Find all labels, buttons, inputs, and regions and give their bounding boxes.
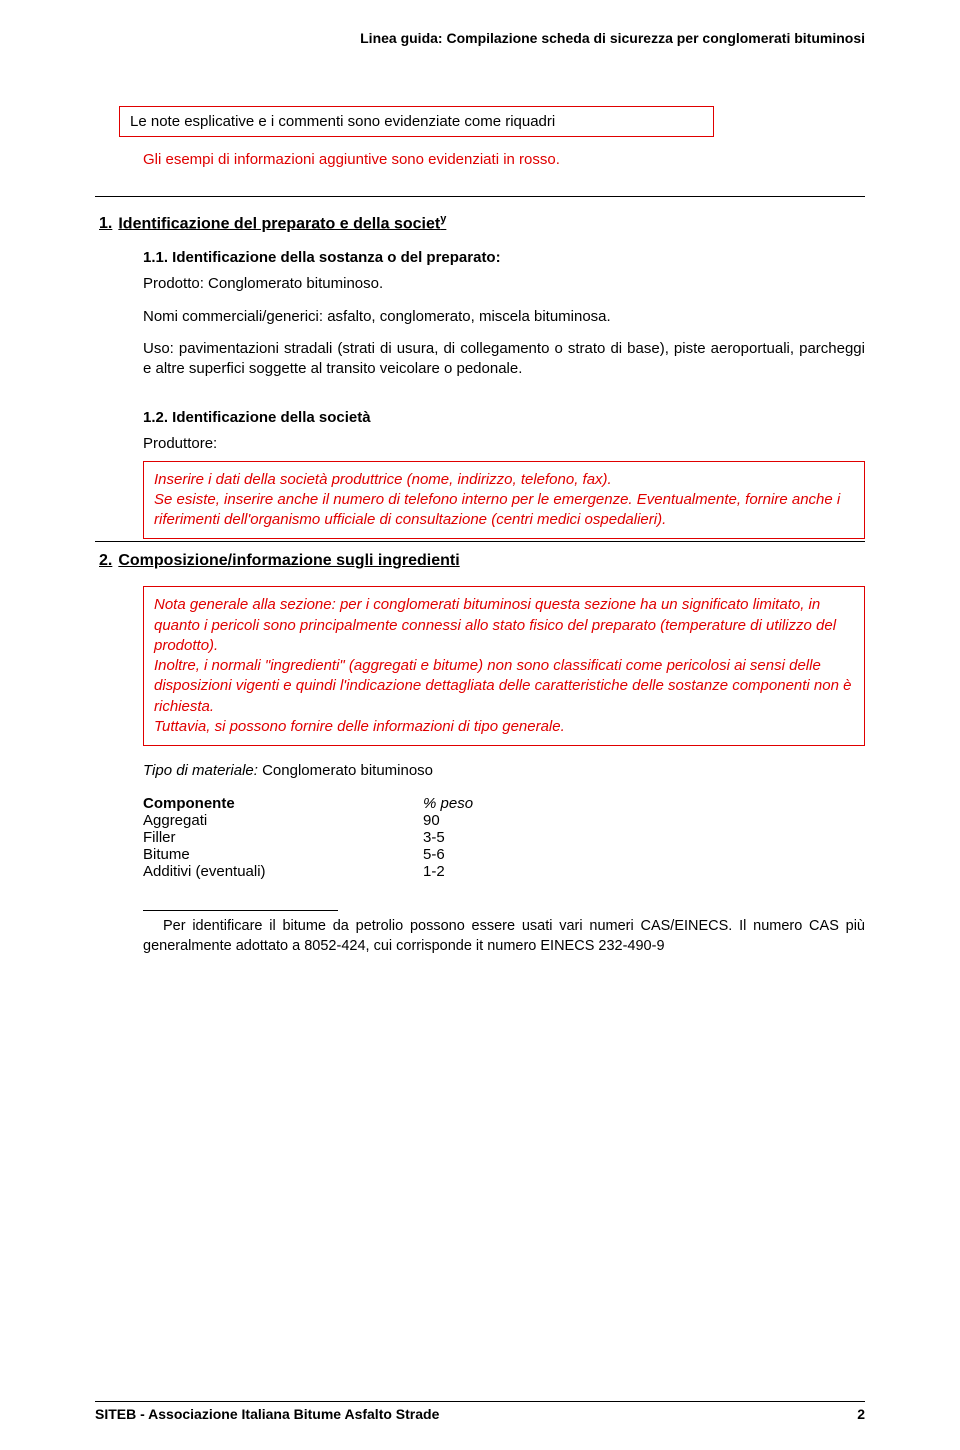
uso-paragraph: Uso: pavimentazioni stradali (strati di … <box>143 339 865 380</box>
footer-org: SITEB - Associazione Italiana Bitume Asf… <box>95 1406 439 1422</box>
document-header: Linea guida: Compilazione scheda di sicu… <box>95 30 865 46</box>
section-2-note-box: Nota generale alla sezione: per i conglo… <box>143 586 865 746</box>
prodotto-line: Prodotto: Conglomerato bituminoso. <box>143 274 865 294</box>
tipo-materiale-line: Tipo di materiale: Conglomerato bitumino… <box>143 762 865 779</box>
table-row: Filler 3-5 <box>143 829 865 846</box>
section-1-1-title: 1.1. Identificazione della sostanza o de… <box>143 249 865 266</box>
section-1-heading: 1. Identificazione del preparato e della … <box>99 213 865 233</box>
cell-peso: 5-6 <box>423 846 573 863</box>
section-1-sup: y <box>440 213 446 225</box>
cell-peso: 3-5 <box>423 829 573 846</box>
footer-divider <box>95 1401 865 1402</box>
section-1-2-title: 1.2. Identificazione della società <box>143 409 865 426</box>
footer-row: SITEB - Associazione Italiana Bitume Asf… <box>95 1406 865 1422</box>
footer-page-number: 2 <box>857 1406 865 1422</box>
table-row: Bitume 5-6 <box>143 846 865 863</box>
footnote-text: Per identificare il bitume da petrolio p… <box>143 917 865 956</box>
table-header-row: Componente % peso <box>143 795 865 812</box>
explanatory-note-box: Le note esplicative e i commenti sono ev… <box>119 106 714 137</box>
producer-info-box: Inserire i dati della società produttric… <box>143 461 865 540</box>
composition-table: Componente % peso Aggregati 90 Filler 3-… <box>143 795 865 880</box>
nomi-line: Nomi commerciali/generici: asfalto, cong… <box>143 307 865 327</box>
divider-mid <box>95 541 865 542</box>
table-row: Additivi (eventuali) 1-2 <box>143 863 865 880</box>
col-header-peso: % peso <box>423 795 573 812</box>
section-1-num: 1. <box>99 215 112 232</box>
divider-top <box>95 196 865 197</box>
tipo-value: Conglomerato bituminoso <box>258 762 433 779</box>
section-2-note-text: Nota generale alla sezione: per i conglo… <box>154 595 854 737</box>
produttore-label: Produttore: <box>143 434 865 454</box>
producer-info-text: Inserire i dati della società produttric… <box>154 470 854 531</box>
spacer <box>95 391 865 409</box>
cell-comp: Bitume <box>143 846 423 863</box>
cell-peso: 90 <box>423 812 573 829</box>
table-row: Aggregati 90 <box>143 812 865 829</box>
footnote-rule <box>143 910 338 911</box>
cell-comp: Aggregati <box>143 812 423 829</box>
col-header-componente: Componente <box>143 795 423 812</box>
page-footer: SITEB - Associazione Italiana Bitume Asf… <box>95 1401 865 1422</box>
cell-peso: 1-2 <box>423 863 573 880</box>
section-2-num: 2. <box>99 552 112 569</box>
cell-comp: Additivi (eventuali) <box>143 863 423 880</box>
section-2-title: Composizione/informazione sugli ingredie… <box>118 552 459 569</box>
example-red-line: Gli esempi di informazioni aggiuntive so… <box>143 151 865 168</box>
cell-comp: Filler <box>143 829 423 846</box>
section-2-heading: 2. Composizione/informazione sugli ingred… <box>99 552 865 570</box>
note-box-text: Le note esplicative e i commenti sono ev… <box>130 113 703 130</box>
tipo-label: Tipo di materiale: <box>143 762 258 779</box>
page-content: Linea guida: Compilazione scheda di sicu… <box>0 0 960 986</box>
section-1-title: Identificazione del preparato e della so… <box>118 215 440 232</box>
